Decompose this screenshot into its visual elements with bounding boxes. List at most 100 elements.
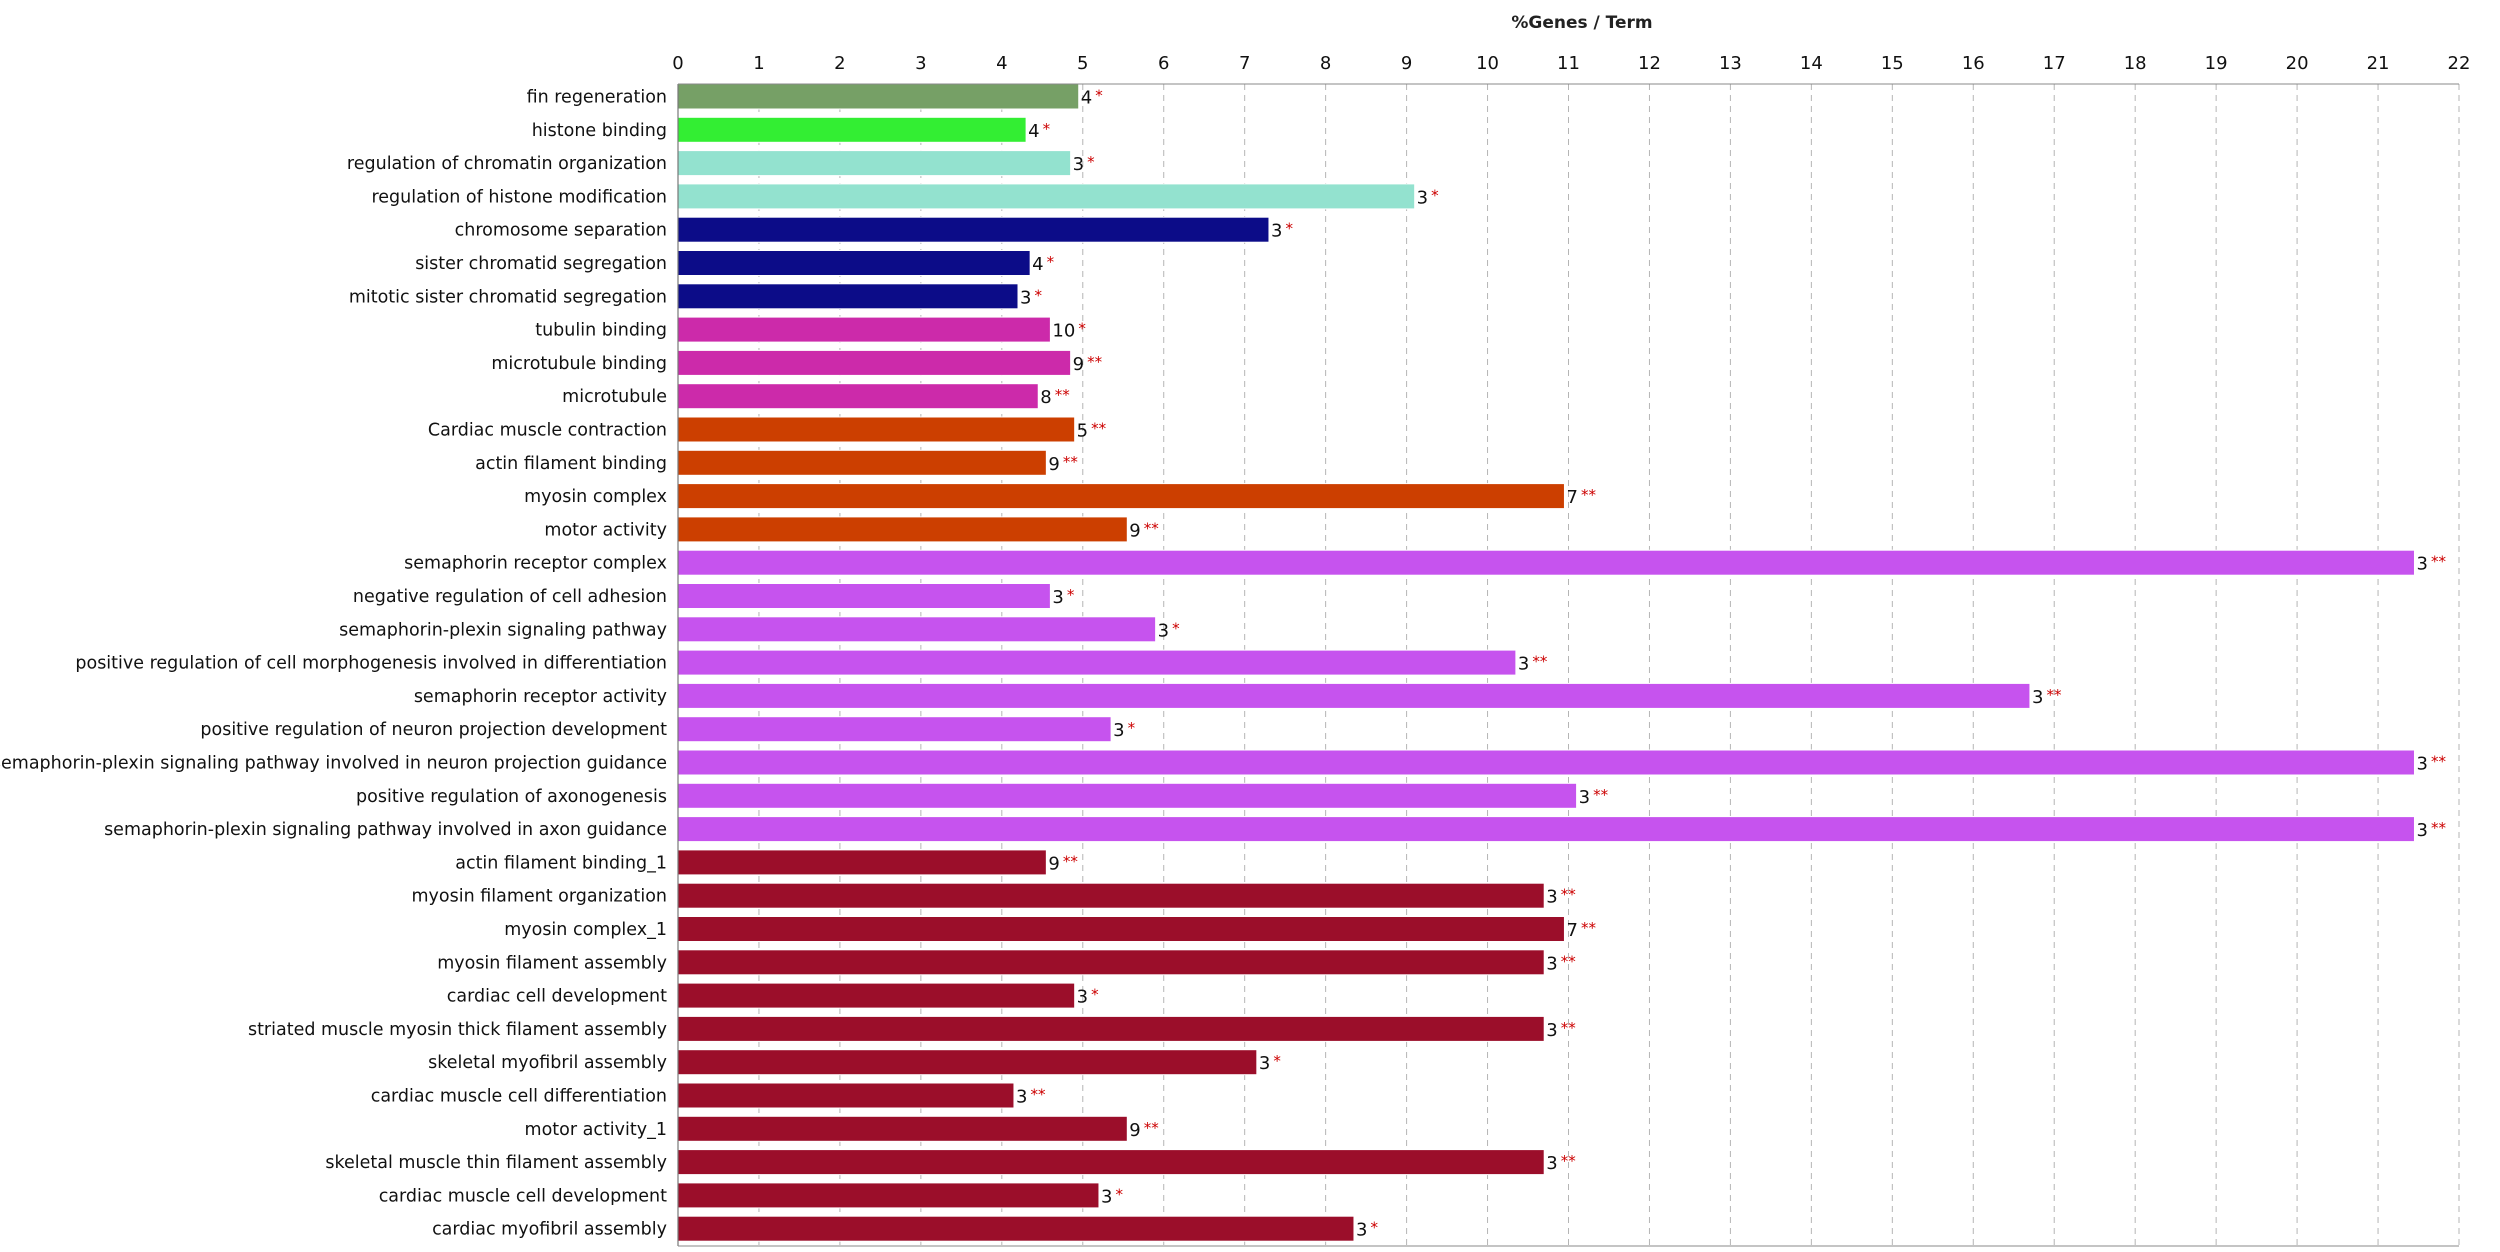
bar — [677, 1049, 1258, 1076]
gene-count-label: 3 — [1546, 1153, 1557, 1174]
category-label: histone binding — [532, 121, 667, 141]
x-tick-label: 3 — [915, 53, 926, 74]
significance-label: * — [1128, 719, 1136, 737]
bar — [677, 816, 2415, 843]
bar — [677, 982, 1076, 1009]
bar — [677, 216, 1270, 243]
gene-count-label: 9 — [1048, 853, 1059, 874]
x-tick-label: 18 — [2124, 53, 2147, 74]
category-label: microtubule — [562, 387, 667, 407]
bar — [677, 949, 1545, 976]
bar — [677, 116, 1027, 143]
bar — [677, 1082, 1015, 1109]
bar — [677, 449, 1047, 476]
bar — [677, 616, 1157, 643]
x-tick-label: 4 — [996, 53, 1007, 74]
x-tick-label: 16 — [1962, 53, 1985, 74]
bar — [677, 682, 2031, 709]
category-label: actin filament binding_1 — [455, 853, 667, 873]
bar-value-labels: 4 *4 *3 *3 *3 *4 *3 *10 *9 **8 **5 **9 **7 **9 **3 **3 *… — [1016, 87, 2447, 1241]
significance-label: ** — [1561, 1019, 1577, 1037]
category-labels: fin regeneration histone binding regulatio… — [0, 88, 667, 1240]
gene-count-label: 3 — [1259, 1053, 1270, 1074]
category-label: negative regulation of cell adhesion — [353, 587, 667, 607]
significance-label: * — [1431, 186, 1439, 204]
x-tick-label: 15 — [1881, 53, 1904, 74]
x-tick-label: 2 — [834, 53, 845, 74]
significance-label: * — [1172, 619, 1180, 637]
bar — [677, 283, 1019, 310]
gene-count-label: 10 — [1052, 321, 1075, 342]
bars — [677, 83, 2415, 1242]
significance-label: ** — [1087, 353, 1103, 371]
category-label: cardiac cell development — [447, 987, 667, 1007]
gene-count-label: 4 — [1032, 254, 1043, 275]
gene-count-label: 9 — [1129, 520, 1140, 541]
gene-count-label: 3 — [1356, 1220, 1367, 1241]
bar — [677, 1015, 1545, 1042]
significance-label: * — [1091, 986, 1099, 1004]
significance-label: ** — [2431, 553, 2447, 571]
significance-label: ** — [1144, 519, 1160, 537]
significance-label: * — [1115, 1185, 1123, 1203]
gene-count-label: 3 — [1417, 187, 1428, 208]
x-tick-label: 7 — [1239, 53, 1250, 74]
bar — [677, 316, 1051, 343]
gene-count-label: 8 — [1040, 387, 1051, 408]
bar — [677, 150, 1072, 177]
x-tick-label: 0 — [672, 53, 683, 74]
category-label: mitotic sister chromatid segregation — [349, 287, 667, 307]
category-label: motor activity_1 — [525, 1120, 667, 1140]
significance-label: * — [1285, 220, 1293, 238]
category-label: positive regulation of cell morphogenesi… — [75, 654, 667, 674]
significance-label: ** — [2431, 819, 2447, 837]
significance-label: ** — [1063, 852, 1079, 870]
significance-label: ** — [1561, 886, 1577, 904]
category-label: fin regeneration — [527, 88, 667, 108]
category-label: skeletal myofibril assembly — [428, 1053, 667, 1073]
gene-count-label: 3 — [1052, 587, 1063, 608]
bar — [677, 782, 1578, 809]
bar — [677, 649, 1517, 676]
category-label: actin filament binding — [475, 454, 667, 474]
x-tick-label: 19 — [2205, 53, 2228, 74]
bar — [677, 749, 2415, 776]
gene-count-label: 7 — [1566, 487, 1577, 508]
bar — [677, 349, 1072, 376]
significance-label: ** — [1581, 919, 1597, 937]
bar — [677, 916, 1565, 942]
category-label: semaphorin receptor activity — [414, 687, 667, 707]
bar — [677, 1115, 1128, 1142]
x-axis-title: %Genes / Term — [1511, 13, 1652, 33]
category-label: chromosome separation — [455, 221, 667, 241]
significance-label: * — [1035, 286, 1043, 304]
significance-label: ** — [1063, 453, 1079, 471]
significance-label: * — [1078, 320, 1086, 338]
category-label: myosin filament assembly — [437, 953, 667, 973]
significance-label: * — [1273, 1052, 1281, 1070]
significance-label: ** — [1561, 952, 1577, 970]
category-label: microtubule binding — [491, 354, 667, 374]
x-tick-label: 21 — [2367, 53, 2390, 74]
category-label: regulation of histone modification — [371, 187, 667, 207]
gene-count-label: 3 — [1158, 620, 1169, 641]
category-label: Cardiac muscle contraction — [428, 421, 667, 441]
category-label: cardiac myofibril assembly — [432, 1220, 667, 1240]
x-tick-label: 13 — [1719, 53, 1742, 74]
bar — [677, 849, 1047, 876]
plot-frame — [677, 83, 2459, 1247]
gene-count-label: 3 — [2416, 754, 2427, 775]
bar — [677, 83, 1080, 110]
x-tick-label: 22 — [2448, 53, 2471, 74]
category-label: cardiac muscle cell development — [379, 1186, 667, 1206]
significance-label: ** — [1532, 653, 1548, 671]
gene-count-label: 3 — [1271, 221, 1282, 242]
significance-label: ** — [1030, 1086, 1046, 1104]
x-tick-label: 12 — [1638, 53, 1661, 74]
category-label: positive regulation of axonogenesis — [356, 787, 667, 807]
bar — [677, 416, 1076, 443]
gene-count-label: 3 — [1546, 887, 1557, 908]
gene-count-label: 9 — [1048, 454, 1059, 475]
significance-label: * — [1043, 120, 1051, 138]
